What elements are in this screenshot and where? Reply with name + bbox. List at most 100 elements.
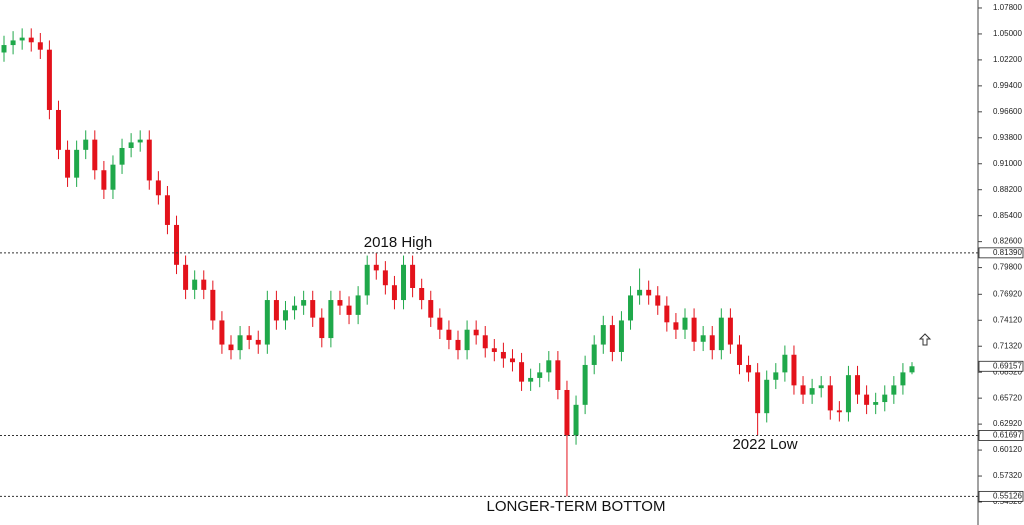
level-label: 0.55126 <box>993 491 1022 500</box>
candle-body <box>464 329 470 351</box>
candle-body <box>419 287 425 301</box>
level-label: 0.61697 <box>993 431 1022 440</box>
candle-body <box>519 362 525 382</box>
candle-body <box>101 170 107 190</box>
y-tick-label: 1.07800 <box>993 3 1022 12</box>
candle-body <box>509 358 515 363</box>
candle-body <box>882 394 888 403</box>
candle-body <box>537 372 543 378</box>
candle-body <box>664 305 670 323</box>
candle-body <box>428 300 434 318</box>
candle-body <box>500 351 506 359</box>
candle-body <box>328 300 334 339</box>
candle-body <box>827 385 833 411</box>
candle-body <box>364 264 370 296</box>
candle-body <box>718 317 724 351</box>
candle-body <box>164 195 170 225</box>
candle-body <box>382 270 388 286</box>
y-tick-label: 0.88200 <box>993 185 1022 194</box>
candle-body <box>845 375 851 413</box>
y-tick-label: 0.85400 <box>993 211 1022 220</box>
candle-body <box>528 377 534 382</box>
candle-body <box>146 139 152 181</box>
candle-body <box>10 40 16 46</box>
y-tick-label: 0.96600 <box>993 107 1022 116</box>
candle-body <box>155 180 161 196</box>
candle-body <box>228 344 234 351</box>
candle-body <box>773 372 779 380</box>
candle-body <box>873 402 879 405</box>
candle-body <box>264 300 270 345</box>
candle-body <box>746 364 752 373</box>
candle-body <box>1 45 7 53</box>
y-tick-label: 0.65720 <box>993 393 1022 402</box>
candle-body <box>37 42 43 50</box>
candle-body <box>646 289 652 296</box>
candle-body <box>609 325 615 352</box>
candle-body <box>709 335 715 351</box>
candle-body <box>791 354 797 386</box>
candle-body <box>564 389 570 436</box>
candle-body <box>655 295 661 306</box>
candle-body <box>628 295 634 321</box>
candle-body <box>491 348 497 352</box>
level-label: 0.81390 <box>993 248 1022 257</box>
y-tick-label: 0.74120 <box>993 315 1022 324</box>
candle-body <box>555 360 561 390</box>
candle-body <box>818 385 824 389</box>
candle-body <box>46 49 52 110</box>
annotation: 2018 High <box>364 234 432 251</box>
candle-body <box>800 385 806 395</box>
candle-body <box>373 264 379 271</box>
candle-body <box>19 37 25 41</box>
y-tick-label: 0.79800 <box>993 263 1022 272</box>
candle-body <box>582 364 588 405</box>
candle-body <box>273 300 279 321</box>
y-tick-label: 0.60120 <box>993 445 1022 454</box>
candle-body <box>836 410 842 413</box>
level-box <box>978 490 1024 502</box>
candle-body <box>110 164 116 190</box>
candle-body <box>700 335 706 342</box>
candle-body <box>437 317 443 330</box>
y-tick-label: 0.71320 <box>993 341 1022 350</box>
candle-body <box>355 295 361 315</box>
candle-body <box>282 310 288 321</box>
y-tick-label: 0.62920 <box>993 419 1022 428</box>
y-tick-label: 0.76920 <box>993 289 1022 298</box>
candle-body <box>401 264 407 301</box>
candle-body <box>201 279 207 290</box>
candle-body <box>310 300 316 318</box>
y-tick-label: 0.57320 <box>993 471 1022 480</box>
candle-body <box>128 142 134 148</box>
candle-body <box>446 329 452 340</box>
candle-body <box>246 335 252 340</box>
candle-body <box>900 372 906 386</box>
y-tick-label: 0.82600 <box>993 237 1022 246</box>
candle-body <box>682 317 688 330</box>
candle-body <box>573 404 579 436</box>
candle-body <box>65 149 71 178</box>
candle-body <box>410 264 416 288</box>
candle-body <box>210 289 216 321</box>
candle-body <box>637 289 643 296</box>
candle-body <box>809 388 815 395</box>
arrow-icon <box>918 333 932 346</box>
annotation: 2022 Low <box>732 436 797 453</box>
y-tick-label: 0.93800 <box>993 133 1022 142</box>
candle-body <box>255 339 261 345</box>
annotation: LONGER-TERM BOTTOM <box>487 498 666 515</box>
candle-body <box>909 366 915 373</box>
candle-body <box>755 372 761 414</box>
candle-body <box>391 285 397 301</box>
y-tick-label: 0.68520 <box>993 367 1022 376</box>
candle-body <box>83 139 89 150</box>
candle-body <box>482 335 488 349</box>
y-tick-label: 0.91000 <box>993 159 1022 168</box>
candle-body <box>891 385 897 395</box>
candle-body <box>864 394 870 405</box>
candle-body <box>473 329 479 336</box>
level-box <box>978 247 1024 259</box>
